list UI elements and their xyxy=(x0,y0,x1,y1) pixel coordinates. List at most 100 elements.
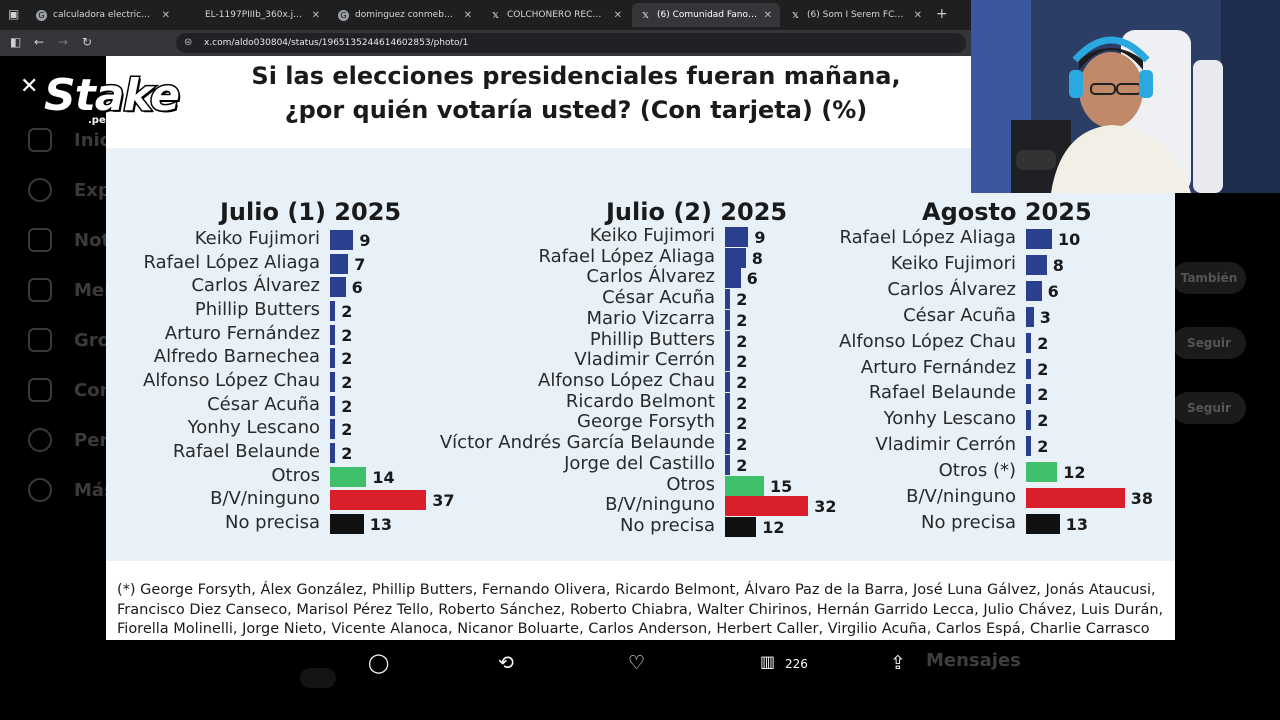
tab-close-icon[interactable]: ✕ xyxy=(311,9,320,21)
tab-close-icon[interactable]: ✕ xyxy=(161,9,170,21)
bar-candidate xyxy=(330,230,354,250)
reply-icon[interactable]: ◯ xyxy=(368,652,390,674)
row-label: Mario Vizcarra xyxy=(586,307,715,329)
url-text: x.com/aldo030804/status/1965135244614602… xyxy=(204,38,469,48)
repost-icon[interactable]: ⟲ xyxy=(498,652,514,674)
close-icon[interactable]: ✕ xyxy=(20,74,39,99)
row-label: No precisa xyxy=(224,512,320,533)
bar-value-label: 2 xyxy=(341,420,353,440)
bar-value-label: 2 xyxy=(341,444,353,463)
bar-candidate xyxy=(330,253,349,274)
reload-icon[interactable]: ↻ xyxy=(82,35,93,49)
bar-blanco xyxy=(725,496,809,517)
row-label: Otros xyxy=(271,464,320,486)
row-label: Rafael Belaunde xyxy=(868,382,1016,404)
x-icon: 𝕏 xyxy=(492,10,499,20)
row-label: Vladimir Cerrón xyxy=(574,349,715,371)
tab-close-icon[interactable]: ✕ xyxy=(613,9,622,21)
home-icon xyxy=(28,128,52,152)
poll-footnote: (*) George Forsyth, Álex González, Phill… xyxy=(106,561,1175,640)
bar-candidate xyxy=(725,309,731,330)
tab-3[interactable]: 𝕏 COLCHONERO RECUERDOS / X ✕ xyxy=(482,3,630,27)
bar-candidate xyxy=(1026,384,1032,405)
bar-value-label: 2 xyxy=(736,290,748,310)
row-label: Phillip Butters xyxy=(589,328,715,350)
sidebar-item-more[interactable]: Más xyxy=(28,478,115,502)
bar-candidate xyxy=(1026,332,1032,353)
bar-candidate xyxy=(725,351,731,372)
bar-value-label: 2 xyxy=(736,435,748,455)
bar-no_precisa xyxy=(330,514,364,534)
messages-drawer-title[interactable]: Mensajes xyxy=(926,650,1021,671)
bar-value-label: 12 xyxy=(762,518,785,537)
tab-1[interactable]: EL-1197PIIIb_360x.jpg (Imagen ✕ xyxy=(180,3,328,27)
bar-value-label: 14 xyxy=(372,467,395,487)
bar-candidate xyxy=(1026,358,1032,379)
bar-value-label: 7 xyxy=(354,254,366,274)
bar-candidate xyxy=(725,268,741,289)
row-label: Alfonso López Chau xyxy=(839,330,1016,352)
like-icon[interactable]: ♡ xyxy=(628,652,646,674)
share-icon[interactable]: ⇪ xyxy=(890,652,906,674)
right-follow-button[interactable]: Seguir xyxy=(1172,327,1246,359)
tab-4[interactable]: 𝕏 (6) Comunidad Fanodric Army / ✕ xyxy=(632,3,780,27)
tab-close-icon[interactable]: ✕ xyxy=(763,9,772,21)
right-follow-button[interactable]: También xyxy=(1172,262,1246,294)
bar-candidate xyxy=(330,395,336,416)
row-label: Rafael López Aliaga xyxy=(538,245,715,267)
bar-value-label: 3 xyxy=(1039,307,1051,327)
poll-subtitle: ¿por quién votaría usted? (Con tarjeta) … xyxy=(284,96,868,124)
bar-value-label: 2 xyxy=(1037,359,1049,379)
tab-label: COLCHONERO RECUERDOS / X xyxy=(507,10,608,20)
row-label: Rafael López Aliaga xyxy=(143,251,320,273)
bar-value-label: 13 xyxy=(1065,515,1089,534)
logo-domain: .pe xyxy=(88,115,106,126)
x-icon: 𝕏 xyxy=(642,10,649,20)
bar-value-label: 10 xyxy=(1058,230,1081,249)
column-title: Julio (2) 2025 xyxy=(606,198,788,226)
row-label: Rafael López Aliaga xyxy=(839,227,1016,248)
tab-0[interactable]: G calculadora electrica - Buscar con ✕ xyxy=(28,3,178,27)
bar-value-label: 2 xyxy=(1037,385,1049,405)
more-icon xyxy=(28,478,52,502)
bar-value-label: 6 xyxy=(1047,281,1059,301)
bar-value-label: 2 xyxy=(1037,437,1049,457)
bar-value-label: 8 xyxy=(1052,255,1064,275)
row-label: Keiko Fujimori xyxy=(890,252,1016,274)
bar-candidate xyxy=(725,454,731,475)
communities-icon xyxy=(28,378,52,402)
new-tab-icon[interactable]: + xyxy=(936,6,948,22)
forward-icon[interactable]: → xyxy=(58,35,69,49)
address-bar[interactable]: ⊜ x.com/aldo030804/status/19651352446146… xyxy=(176,33,966,53)
views-icon[interactable]: ▥ xyxy=(760,652,776,671)
tab-label: (6) Som I Serem FCB en X: " xyxy=(807,10,908,20)
row-label: Jorge del Castillo xyxy=(564,452,715,474)
bar-value-label: 32 xyxy=(814,497,837,517)
bar-value-label: 2 xyxy=(736,373,748,392)
sidebar-toggle-icon[interactable]: ◧ xyxy=(10,35,22,49)
tab-5[interactable]: 𝕏 (6) Som I Serem FCB en X: " ✕ xyxy=(782,3,930,27)
bar-value-label: 2 xyxy=(736,455,748,475)
stake-logo: Stake xyxy=(43,69,182,123)
x-icon: 𝕏 xyxy=(792,10,799,20)
page-icon xyxy=(188,10,199,21)
tab-2[interactable]: G dominguez conmebol - Buscar c ✕ xyxy=(330,3,480,27)
grok-icon xyxy=(28,328,52,352)
right-follow-button[interactable]: Seguir xyxy=(1172,392,1246,424)
tab-close-icon[interactable]: ✕ xyxy=(463,9,472,21)
bar-otros xyxy=(725,475,764,496)
tab-list-icon[interactable]: ▣ xyxy=(8,7,20,21)
logo-text: Stake xyxy=(43,69,182,123)
tab-label: calculadora electrica - Buscar con xyxy=(53,10,156,20)
poll-title: Si las elecciones presidenciales fueran … xyxy=(251,62,901,90)
bar-candidate xyxy=(725,434,731,455)
tab-close-icon[interactable]: ✕ xyxy=(913,9,922,21)
site-info-icon[interactable]: ⊜ xyxy=(184,37,193,48)
row-label: Arturo Fernández xyxy=(164,322,320,344)
back-icon[interactable]: ← xyxy=(34,35,45,49)
row-label: Alfonso López Chau xyxy=(538,370,715,391)
bar-candidate xyxy=(330,419,336,440)
column-title: Agosto 2025 xyxy=(922,198,1092,226)
views-count: 226 xyxy=(785,657,808,671)
tab-label: (6) Comunidad Fanodric Army / xyxy=(657,10,758,20)
